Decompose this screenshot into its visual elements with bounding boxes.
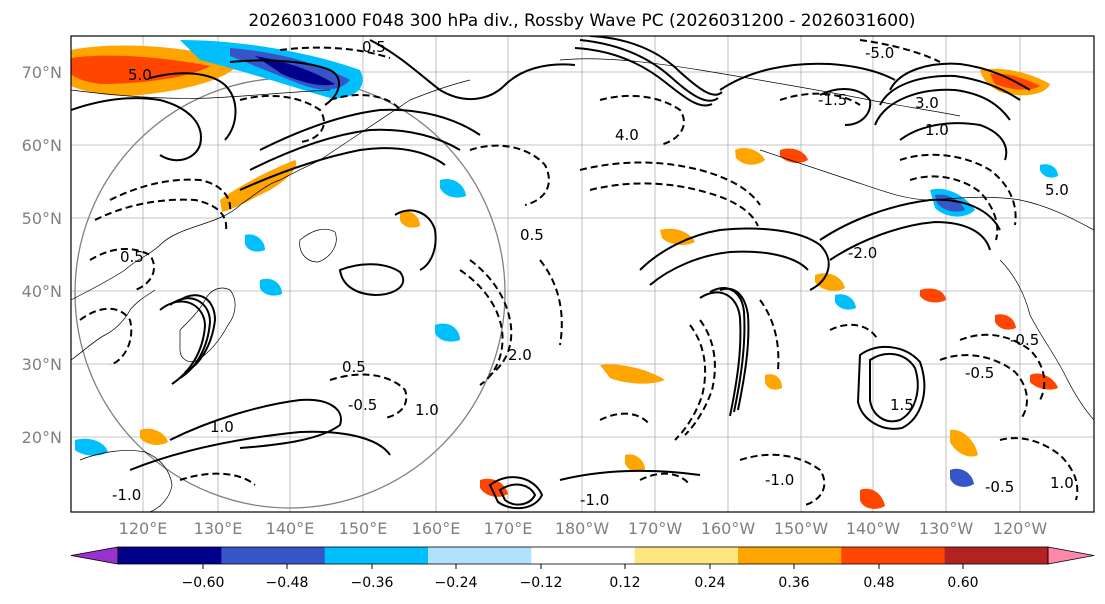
colorbar-extend-min: [70, 546, 119, 565]
colorbar-cell: [118, 547, 222, 564]
colorbar-tick-label: 0.48: [863, 575, 894, 591]
solid-contours: [71, 36, 1031, 510]
longitude-labels: 120°E 130°E 140°E 150°E 160°E 170°E 180°…: [119, 519, 1048, 538]
colorbar-cells: [118, 547, 1049, 564]
colorbar-tick-label: 0.60: [947, 575, 978, 591]
colorbar-cell: [738, 547, 842, 564]
contour-label: -0.5: [965, 364, 994, 382]
contour-label: 1.5: [890, 396, 914, 414]
contour-label: -2.0: [848, 244, 877, 262]
colorbar-tick-label: 0.36: [778, 575, 809, 591]
lon-tick: 180°W: [555, 519, 610, 538]
lon-tick: 150°E: [339, 519, 388, 538]
lon-tick: 150°W: [774, 519, 829, 538]
contour-labels: 0.5 5.0 3.0 4.0 1.0 -1.0 -0.5 1.5 -1.5 2…: [112, 38, 1074, 509]
colorbar-cell: [531, 547, 636, 564]
lat-tick: 70°N: [22, 63, 62, 82]
contour-label: 0.5: [362, 38, 386, 56]
contour-label: -1.0: [580, 491, 609, 509]
lon-tick: 130°W: [919, 519, 974, 538]
contour-label: 4.0: [615, 126, 639, 144]
contour-label: -1.0: [112, 486, 141, 504]
contour-label: -0.5: [985, 478, 1014, 496]
colorbar-frame: [117, 546, 1049, 565]
contour-label: -0.5: [348, 396, 377, 414]
colorbar-tick-label: −0.48: [266, 575, 309, 591]
contour-label: 5.0: [1045, 181, 1069, 199]
lat-tick: 50°N: [22, 209, 62, 228]
contour-label: 5.0: [128, 66, 152, 84]
lon-tick: 130°E: [194, 519, 243, 538]
map-title: 2026031000 F048 300 hPa div., Rossby Wav…: [248, 11, 915, 31]
lat-tick: 30°N: [22, 355, 62, 374]
contour-label: 1.0: [210, 418, 234, 436]
colorbar-cell: [428, 547, 532, 564]
contour-label: -0.5: [1010, 331, 1039, 349]
colorbar-tick-label: 0.12: [609, 575, 640, 591]
colorbar-tick-label: −0.24: [435, 575, 478, 591]
lat-tick: 20°N: [22, 428, 62, 447]
colorbar-cell: [324, 547, 429, 564]
divergence-shading: [71, 40, 1058, 509]
lon-tick: 170°W: [628, 519, 683, 538]
colorbar-tick-label: −0.12: [520, 575, 563, 591]
lat-tick: 40°N: [22, 282, 62, 301]
contour-label: -1.0: [765, 471, 794, 489]
contour-label: 1.0: [1050, 474, 1074, 492]
contour-label: 0.5: [342, 358, 366, 376]
lon-tick: 120°E: [119, 519, 168, 538]
contour-label: 3.0: [915, 94, 939, 112]
lon-tick: 140°W: [846, 519, 901, 538]
latitude-labels: 70°N 60°N 50°N 40°N 30°N 20°N: [22, 63, 62, 447]
colorbar-tick-label: −0.60: [182, 575, 225, 591]
colorbar: −0.60 −0.48 −0.36 −0.24 −0.12 0.12 0.24 …: [70, 546, 1095, 591]
colorbar-extend-max: [1047, 546, 1095, 565]
contour-label: 0.5: [520, 226, 544, 244]
colorbar-tick-label: 0.24: [694, 575, 725, 591]
contour-label: 0.5: [120, 248, 144, 266]
colorbar-ticks: −0.60 −0.48 −0.36 −0.24 −0.12 0.12 0.24 …: [182, 564, 979, 591]
colorbar-cell: [634, 547, 739, 564]
lat-tick: 60°N: [22, 136, 62, 155]
contour-label: -1.5: [818, 91, 847, 109]
lon-tick: 160°E: [412, 519, 461, 538]
map-frame: [70, 35, 1095, 513]
dashed-contours: [79, 39, 1079, 506]
contour-label: 1.0: [925, 121, 949, 139]
contour-label: 1.0: [415, 401, 439, 419]
lon-tick: 120°W: [993, 519, 1048, 538]
coastlines: [71, 58, 1094, 512]
lon-tick: 170°E: [484, 519, 533, 538]
colorbar-cell: [944, 547, 1049, 564]
colorbar-tick-label: −0.36: [351, 575, 394, 591]
contour-label: -5.0: [865, 44, 894, 62]
lon-tick: 140°E: [266, 519, 315, 538]
contour-label: 2.0: [508, 346, 532, 364]
colorbar-cell: [841, 547, 946, 564]
lon-tick: 160°W: [701, 519, 756, 538]
map-area: 0.5 5.0 3.0 4.0 1.0 -1.0 -0.5 1.5 -1.5 2…: [71, 36, 1094, 512]
colorbar-cell: [221, 547, 326, 564]
